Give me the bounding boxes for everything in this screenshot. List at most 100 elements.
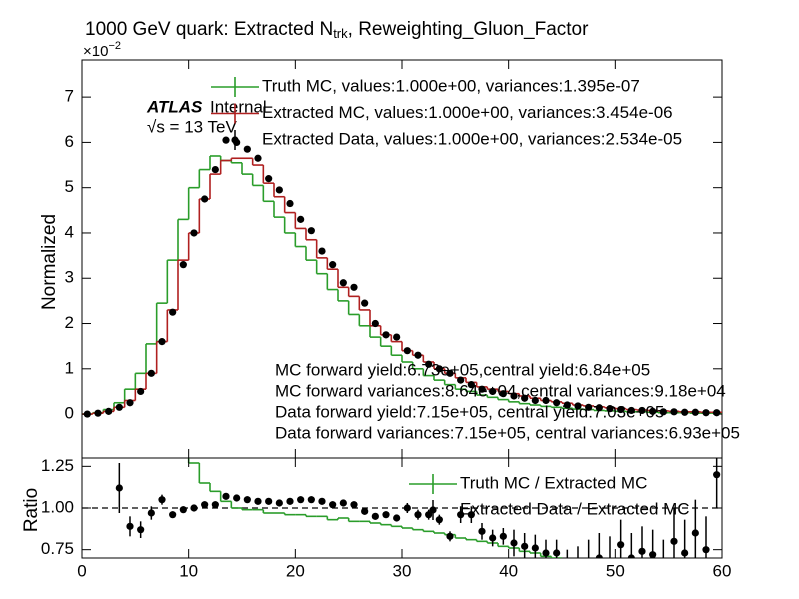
data-point	[510, 539, 518, 547]
data-point	[425, 511, 433, 519]
data-point	[627, 406, 635, 415]
data-point	[126, 399, 134, 407]
data-point	[393, 514, 401, 522]
data-point	[169, 511, 177, 519]
data-point	[638, 406, 646, 415]
data-point	[670, 408, 678, 416]
data-point	[563, 401, 571, 409]
x-tick-label: 60	[713, 561, 732, 580]
data-point	[318, 497, 326, 505]
legend-label: Truth MC / Extracted MC	[460, 473, 647, 492]
data-point	[638, 547, 646, 555]
y-axis-label: Normalized	[39, 214, 60, 310]
data-point	[499, 390, 507, 398]
data-point	[286, 199, 294, 208]
y-tick-label: 1.00	[41, 497, 74, 516]
legend-marker	[429, 506, 437, 514]
data-point	[179, 506, 187, 514]
data-point	[435, 365, 443, 373]
data-point	[595, 404, 603, 412]
data-point	[681, 408, 689, 416]
data-point	[553, 399, 561, 407]
data-point	[222, 136, 230, 144]
title-text: , Reweighting_Gluon_Factor	[348, 19, 589, 40]
x-tick-label: 0	[77, 561, 86, 580]
y-tick-label: 1.25	[41, 456, 74, 475]
data-point	[659, 408, 667, 416]
x-tick-label: 20	[286, 561, 305, 580]
data-point	[478, 527, 486, 535]
y-tick-label: 6	[65, 132, 74, 151]
plot-layer	[82, 136, 722, 418]
legend-label: Truth MC, values:1.000e+00, variances:1.…	[262, 76, 640, 95]
data-point	[275, 499, 283, 507]
data-point	[499, 532, 507, 540]
y-tick-label: 0.75	[41, 539, 74, 558]
data-point	[702, 409, 710, 417]
data-point	[371, 319, 379, 328]
data-point	[691, 408, 699, 416]
data-point	[361, 299, 369, 307]
data-point	[403, 504, 411, 512]
data-point	[425, 360, 433, 368]
annotation: Data forward variances:7.15e+05, central…	[275, 423, 740, 442]
data-point	[414, 351, 422, 359]
data-point	[297, 215, 305, 223]
data-point	[137, 387, 145, 396]
data-point	[574, 402, 582, 410]
data-point	[553, 549, 561, 557]
data-point	[243, 145, 251, 153]
data-point	[446, 532, 454, 540]
data-point	[297, 496, 305, 504]
data-point	[691, 529, 699, 537]
legend-marker	[231, 136, 239, 144]
data-point	[542, 549, 550, 557]
data-point	[585, 403, 593, 411]
data-point	[510, 392, 518, 400]
data-point	[382, 331, 390, 339]
data-point	[211, 501, 219, 509]
axis-multiplier: ×10−2	[83, 40, 121, 60]
data-point	[542, 396, 550, 405]
data-point	[147, 369, 155, 377]
data-point	[115, 484, 123, 492]
data-point	[457, 376, 465, 384]
data-point	[339, 279, 347, 287]
data-point	[350, 501, 358, 509]
data-point	[467, 511, 475, 519]
atlas-energy: √s = 13 TeV	[147, 117, 237, 136]
data-point	[105, 407, 113, 415]
title-text: 1000 GeV quark: Extracted N	[85, 19, 333, 40]
data-point	[179, 261, 187, 269]
data-point	[713, 471, 721, 479]
data-point	[286, 497, 294, 505]
data-point	[670, 537, 678, 545]
data-point	[467, 381, 475, 389]
data-point	[307, 227, 315, 235]
data-point	[318, 247, 326, 255]
y-tick-label: 7	[65, 87, 74, 106]
data-point	[126, 522, 134, 530]
data-point	[243, 496, 251, 504]
data-point	[489, 387, 497, 396]
data-point	[478, 385, 486, 393]
annotation: MC forward yield:6.73e+05,central yield:…	[275, 360, 650, 379]
y-tick-label: 1	[65, 358, 74, 377]
data-point	[254, 497, 262, 505]
plot-layer	[82, 458, 722, 558]
data-point	[265, 175, 273, 183]
data-point	[681, 549, 689, 557]
y-tick-label: 3	[65, 268, 74, 287]
data-point	[521, 542, 529, 550]
data-point	[649, 407, 657, 415]
data-point	[403, 347, 411, 355]
data-point	[531, 544, 539, 552]
data-point	[190, 229, 198, 237]
data-point	[627, 554, 635, 558]
multiplier-exponent: −2	[108, 40, 121, 52]
x-tick-label: 40	[499, 561, 518, 580]
data-point	[190, 504, 198, 512]
legend-label: Extracted Data, values:1.000e+00, varian…	[262, 129, 682, 148]
x-tick-label: 10	[179, 561, 198, 580]
